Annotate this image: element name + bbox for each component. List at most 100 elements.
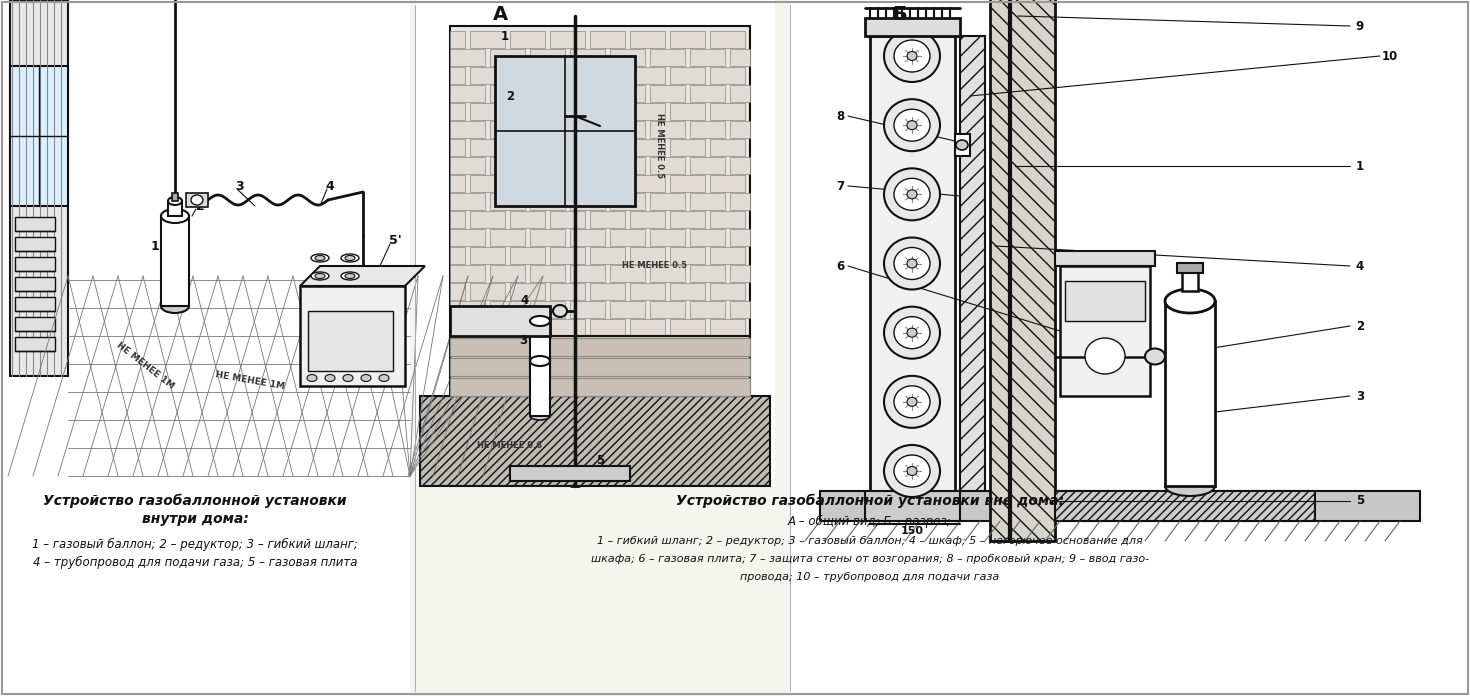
- Bar: [670, 211, 706, 228]
- Ellipse shape: [315, 274, 325, 278]
- Bar: [589, 211, 625, 228]
- Text: 7: 7: [836, 180, 844, 193]
- Ellipse shape: [162, 299, 190, 313]
- Ellipse shape: [894, 178, 931, 210]
- Ellipse shape: [531, 316, 550, 326]
- Bar: [15, 237, 54, 251]
- Bar: [589, 31, 625, 48]
- Bar: [864, 491, 960, 521]
- Bar: [1177, 263, 1202, 273]
- Ellipse shape: [907, 397, 917, 406]
- Bar: [710, 175, 745, 192]
- Ellipse shape: [315, 255, 325, 260]
- Bar: [550, 103, 585, 120]
- Ellipse shape: [345, 274, 354, 278]
- Text: НЕ МЕНЕЕ 0.5: НЕ МЕНЕЕ 0.5: [656, 113, 664, 179]
- Text: 1: 1: [150, 239, 159, 253]
- Ellipse shape: [956, 140, 969, 150]
- Ellipse shape: [168, 197, 182, 205]
- Bar: [510, 67, 545, 84]
- Bar: [650, 229, 685, 246]
- Text: 8: 8: [836, 109, 844, 122]
- Ellipse shape: [883, 445, 939, 497]
- Bar: [550, 319, 585, 336]
- Bar: [689, 85, 725, 102]
- Ellipse shape: [907, 466, 917, 475]
- Bar: [610, 49, 645, 66]
- Bar: [650, 157, 685, 174]
- Bar: [789, 0, 1470, 696]
- Ellipse shape: [907, 329, 917, 337]
- Bar: [710, 247, 745, 264]
- Bar: [531, 49, 564, 66]
- Ellipse shape: [343, 374, 353, 381]
- Ellipse shape: [894, 40, 931, 72]
- Bar: [689, 229, 725, 246]
- Bar: [10, 66, 68, 206]
- Bar: [490, 229, 525, 246]
- Bar: [450, 283, 465, 300]
- Text: А: А: [492, 4, 507, 24]
- Bar: [731, 121, 750, 138]
- Ellipse shape: [1145, 349, 1166, 365]
- Bar: [650, 49, 685, 66]
- Text: 2: 2: [1355, 319, 1364, 333]
- Bar: [710, 283, 745, 300]
- Bar: [1064, 281, 1145, 321]
- Bar: [650, 85, 685, 102]
- Bar: [550, 247, 585, 264]
- Bar: [450, 103, 465, 120]
- Bar: [531, 85, 564, 102]
- Ellipse shape: [341, 272, 359, 280]
- Bar: [689, 301, 725, 318]
- Text: шкафа; 6 – газовая плита; 7 – защита стены от возгорания; 8 – пробковый кран; 9 : шкафа; 6 – газовая плита; 7 – защита сте…: [591, 554, 1150, 564]
- Bar: [450, 336, 750, 396]
- Text: 4: 4: [1355, 260, 1364, 273]
- Bar: [610, 157, 645, 174]
- Bar: [1166, 301, 1216, 486]
- Ellipse shape: [379, 374, 390, 381]
- Bar: [631, 139, 664, 156]
- Bar: [610, 265, 645, 282]
- Bar: [631, 67, 664, 84]
- Bar: [450, 358, 750, 376]
- Text: НЕ МЕНЕЕ 1М: НЕ МЕНЕЕ 1М: [215, 370, 285, 392]
- Text: 150: 150: [901, 526, 923, 536]
- Bar: [309, 311, 392, 371]
- Bar: [650, 121, 685, 138]
- Bar: [1055, 491, 1316, 521]
- Ellipse shape: [531, 356, 550, 366]
- Text: 1 – газовый баллон; 2 – редуктор; 3 – гибкий шланг;: 1 – газовый баллон; 2 – редуктор; 3 – ги…: [32, 537, 357, 551]
- Bar: [631, 31, 664, 48]
- Bar: [610, 193, 645, 210]
- Bar: [470, 211, 506, 228]
- Bar: [731, 229, 750, 246]
- Text: Б: Б: [892, 4, 907, 24]
- Bar: [589, 247, 625, 264]
- Bar: [570, 301, 606, 318]
- Ellipse shape: [883, 307, 939, 358]
- Bar: [570, 229, 606, 246]
- Bar: [450, 265, 485, 282]
- Ellipse shape: [191, 195, 203, 205]
- Bar: [450, 338, 750, 356]
- Bar: [172, 193, 178, 201]
- Text: 5': 5': [388, 235, 401, 248]
- Bar: [731, 157, 750, 174]
- Text: 2: 2: [506, 90, 514, 102]
- Bar: [731, 49, 750, 66]
- Bar: [531, 321, 550, 376]
- Bar: [510, 139, 545, 156]
- Bar: [731, 265, 750, 282]
- Bar: [710, 31, 745, 48]
- Bar: [631, 211, 664, 228]
- Ellipse shape: [883, 99, 939, 151]
- Bar: [510, 211, 545, 228]
- Bar: [15, 297, 54, 311]
- Bar: [531, 121, 564, 138]
- Bar: [631, 283, 664, 300]
- Text: 4: 4: [520, 294, 529, 308]
- Text: НЕ МЕНЕЕ 0.6: НЕ МЕНЕЕ 0.6: [478, 441, 542, 450]
- Bar: [589, 67, 625, 84]
- Bar: [470, 319, 506, 336]
